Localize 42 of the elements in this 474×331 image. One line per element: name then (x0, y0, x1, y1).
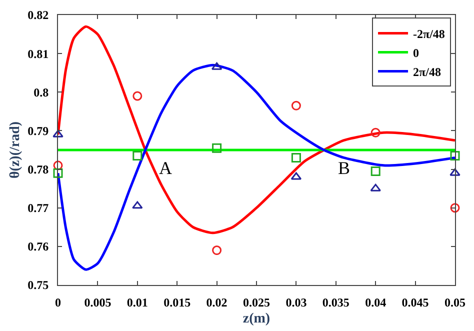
point (291, 100, 301, 110)
y-axis-title: θ(z)(/rad) (8, 121, 24, 179)
y-tick-label: 0.75 (28, 278, 49, 292)
point (450, 203, 460, 213)
x-tick-label: 0.025 (243, 295, 270, 310)
x-tick-label: 0.005 (84, 295, 112, 310)
annotation: A (159, 158, 172, 178)
point (370, 166, 380, 176)
x-tick-label: 0.015 (164, 295, 191, 310)
x-tick-label: 0.01 (126, 295, 148, 310)
point (53, 160, 63, 170)
x-axis-title: z(m) (242, 312, 270, 327)
y-tick-label: 0.77 (28, 201, 49, 216)
point (53, 168, 63, 178)
point (370, 128, 380, 138)
y-tick-label: 0.82 (28, 8, 49, 22)
point (212, 143, 222, 153)
point (132, 201, 143, 209)
x-tick-label: 0.02 (206, 295, 228, 310)
x-tick-label: 0.035 (322, 295, 350, 310)
y-tick-label: 0.76 (28, 240, 49, 254)
point (450, 151, 460, 161)
point (132, 151, 142, 161)
legend-label: -2π/48 (413, 26, 445, 41)
annotation: B (338, 158, 350, 178)
point (370, 184, 381, 192)
point (52, 130, 64, 138)
point (132, 91, 142, 101)
y-tick-label: 0.8 (34, 85, 49, 100)
legend-label: 2π/48 (413, 64, 441, 79)
x-tick-label: 0 (55, 295, 61, 310)
legend-label: 0 (413, 46, 420, 60)
point (212, 246, 222, 256)
y-tick-label: 0.78 (28, 162, 49, 176)
x-tick-label: 0.03 (286, 295, 307, 310)
x-tick-label: 0.04 (365, 295, 386, 310)
y-tick-label: 0.79 (28, 124, 49, 138)
y-tick-label: 0.81 (28, 46, 49, 61)
x-tick-label: 0.05 (444, 295, 466, 310)
x-tick-label: 0.045 (402, 295, 429, 310)
point (291, 152, 301, 162)
point (450, 168, 460, 176)
